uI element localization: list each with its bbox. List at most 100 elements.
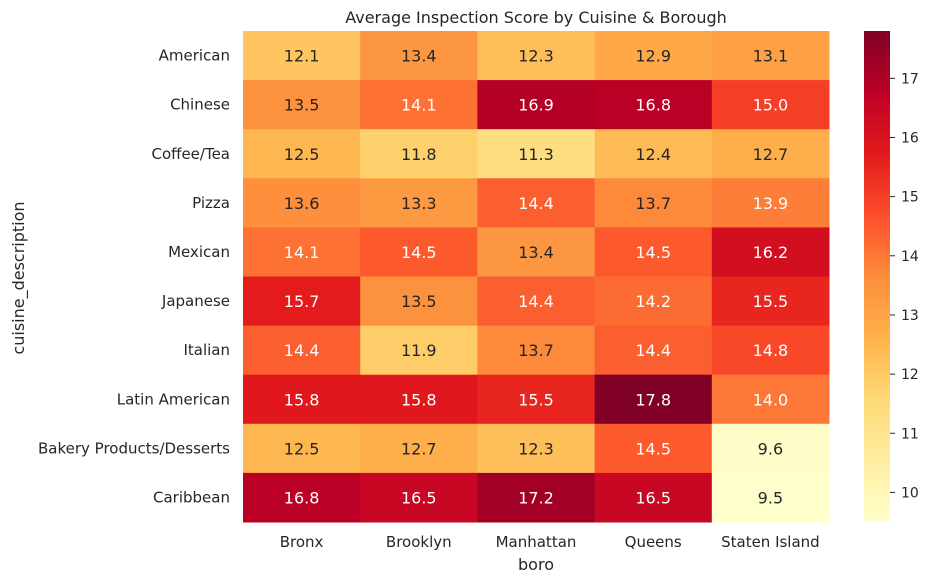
cell-value-label: 12.4 (635, 145, 671, 164)
colorbar-tick-label: 14 (901, 249, 919, 265)
cell-value-label: 12.9 (635, 47, 671, 66)
x-tick-label: Brooklyn (386, 533, 452, 551)
cell-value-label: 13.5 (401, 292, 437, 311)
cell-value-label: 16.9 (518, 96, 554, 115)
cell-value-label: 14.0 (753, 390, 789, 409)
cell-value-label: 17.8 (635, 390, 671, 409)
cell-value-label: 11.9 (401, 341, 437, 360)
cell-value-label: 15.5 (518, 390, 554, 409)
heatmap-cell (594, 227, 713, 277)
cell-value-label: 16.2 (753, 243, 789, 262)
heatmap-cell (360, 276, 478, 327)
heatmap-cell (477, 374, 596, 425)
colorbar-tick-label: 12 (901, 367, 919, 383)
cell-value-label: 12.1 (284, 47, 320, 66)
x-tick-label: Queens (625, 533, 682, 551)
cell-value-label: 16.5 (401, 488, 437, 507)
cell-value-label: 14.2 (635, 292, 671, 311)
colorbar-tick-label: 17 (901, 71, 919, 87)
heatmap-cell (594, 276, 713, 327)
cell-value-label: 14.1 (284, 243, 320, 262)
heatmap-cell (360, 178, 478, 228)
y-tick-label: Japanese (161, 292, 230, 310)
cell-value-label: 11.3 (518, 145, 554, 164)
cell-value-labels: 12.1 13.4 12.3 12.9 13.1 13.5 14.1 16.9 16.8 15.0… (284, 47, 788, 508)
cell-value-label: 15.5 (753, 292, 789, 311)
cell-value-label: 15.8 (401, 390, 437, 409)
cell-value-label: 12.7 (401, 439, 437, 458)
colorbar: 10 11 12 13 14 15 16 17 (864, 31, 919, 522)
cell-value-label: 13.4 (401, 47, 437, 66)
cell-value-label: 9.5 (758, 488, 783, 507)
y-tick-label: Bakery Products/Desserts (38, 439, 230, 457)
cell-value-label: 14.5 (401, 243, 437, 262)
cell-value-label: 15.8 (284, 390, 320, 409)
cell-value-label: 9.6 (758, 439, 783, 458)
heatmap-cell (360, 325, 478, 376)
heatmap-cell (711, 178, 830, 228)
y-tick-label: Coffee/Tea (151, 145, 230, 163)
y-tick-labels: American Chinese Coffee/Tea Pizza Mexican Jap… (38, 47, 230, 507)
y-axis-label: cuisine_description (9, 201, 29, 354)
heatmap-cell (711, 472, 830, 523)
heatmap-cell (360, 31, 478, 81)
colorbar-gradient (864, 31, 890, 522)
heatmap-cell (477, 129, 596, 179)
heatmap-cells (243, 31, 830, 523)
heatmap-cell (711, 80, 830, 130)
heatmap-cell (594, 374, 713, 425)
cell-value-label: 13.4 (518, 243, 554, 262)
colorbar-tick-label: 13 (901, 308, 919, 324)
cell-value-label: 14.4 (518, 292, 554, 311)
heatmap-cell (711, 227, 830, 277)
heatmap-cell (594, 80, 713, 130)
heatmap-cell (477, 423, 596, 474)
heatmap-cell (711, 423, 830, 474)
cell-value-label: 16.5 (635, 488, 671, 507)
cell-value-label: 14.5 (635, 243, 671, 262)
chart-title: Average Inspection Score by Cuisine & Bo… (345, 8, 727, 27)
x-tick-labels: Bronx Brooklyn Manhattan Queens Staten Islan… (280, 533, 820, 551)
colorbar-tick-label: 11 (901, 426, 919, 442)
cell-value-label: 13.5 (284, 96, 320, 115)
y-tick-label: Pizza (192, 194, 230, 212)
colorbar-tick-label: 10 (901, 485, 919, 501)
cell-value-label: 13.7 (635, 194, 671, 213)
heatmap-cell (360, 423, 478, 474)
y-tick-label: Caribbean (153, 488, 230, 506)
heatmap-cell (594, 31, 713, 81)
heatmap-cell (594, 423, 713, 474)
heatmap-cell (243, 374, 361, 425)
cell-value-label: 11.8 (401, 145, 437, 164)
heatmap-cell (360, 374, 478, 425)
y-tick-label: Mexican (168, 243, 230, 261)
y-tick-label: Latin American (117, 390, 230, 408)
cell-value-label: 13.3 (401, 194, 437, 213)
cell-value-label: 12.7 (753, 145, 789, 164)
colorbar-tick-label: 15 (901, 190, 919, 206)
heatmap-cell (711, 129, 830, 179)
heatmap-cell (243, 80, 361, 130)
cell-value-label: 12.5 (284, 439, 320, 458)
cell-value-label: 12.5 (284, 145, 320, 164)
heatmap-cell (477, 472, 596, 523)
heatmap-cell (711, 276, 830, 327)
cell-value-label: 16.8 (635, 96, 671, 115)
heatmap-cell (711, 374, 830, 425)
heatmap-cell (243, 31, 361, 81)
cell-value-label: 13.1 (753, 47, 789, 66)
cell-value-label: 14.4 (635, 341, 671, 360)
cell-value-label: 14.4 (284, 341, 320, 360)
cell-value-label: 15.7 (284, 292, 320, 311)
heatmap-cell (243, 325, 361, 376)
heatmap-cell (711, 31, 830, 81)
heatmap-cell (477, 80, 596, 130)
cell-value-label: 14.8 (753, 341, 789, 360)
cell-value-label: 13.9 (753, 194, 789, 213)
heatmap-cell (243, 423, 361, 474)
heatmap-cell (243, 227, 361, 277)
heatmap-cell (477, 227, 596, 277)
heatmap-cell (711, 325, 830, 376)
